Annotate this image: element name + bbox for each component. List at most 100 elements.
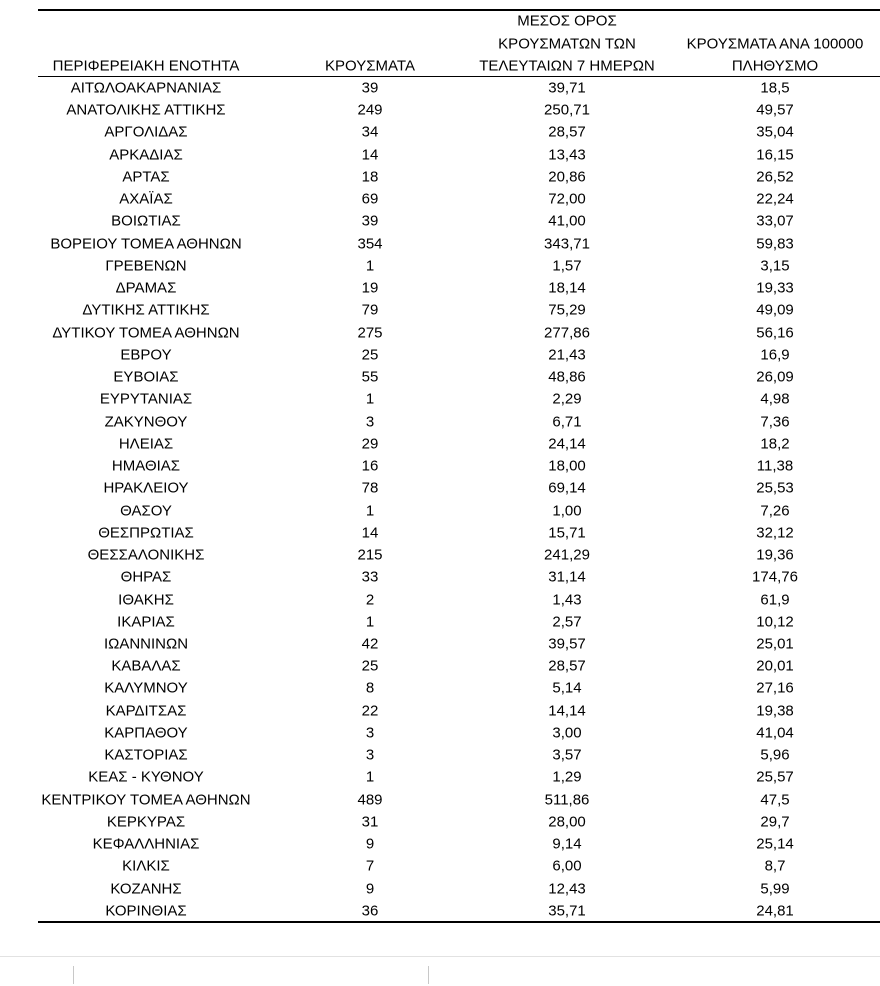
- value-cell: 25,53: [756, 479, 794, 497]
- header-cell: ΤΕΛΕΥΤΑΙΩΝ 7 ΗΜΕΡΩΝ: [479, 57, 655, 75]
- value-cell: 9: [365, 880, 375, 898]
- value-cell: 20,01: [756, 657, 794, 675]
- value-cell: 24,81: [756, 902, 794, 920]
- value-cell: 47,5: [760, 791, 790, 809]
- value-cell: 215: [357, 546, 383, 564]
- header-cell: ΠΛΗΘΥΣΜΟ: [731, 57, 819, 75]
- value-cell: 19,38: [756, 702, 794, 720]
- header-cell: ΜΕΣΟΣ ΟΡΟΣ: [517, 12, 617, 30]
- region-cell: ΙΚΑΡΙΑΣ: [117, 613, 175, 631]
- value-cell: 25: [361, 657, 379, 675]
- value-cell: 1: [365, 613, 375, 631]
- value-cell: 16,15: [756, 146, 794, 164]
- header-cell: ΚΡΟΥΣΜΑΤΩΝ ΤΩΝ: [498, 35, 636, 53]
- value-cell: 21,43: [548, 346, 586, 364]
- value-cell: 1,00: [552, 502, 582, 520]
- value-cell: 56,16: [756, 324, 794, 342]
- value-cell: 1,43: [552, 591, 582, 609]
- value-cell: 48,86: [548, 368, 586, 386]
- value-cell: 16: [361, 457, 379, 475]
- region-cell: ΒΟΙΩΤΙΑΣ: [111, 212, 181, 230]
- value-cell: 72,00: [548, 190, 586, 208]
- value-cell: 13,43: [548, 146, 586, 164]
- region-cell: ΕΥΡΥΤΑΝΙΑΣ: [99, 390, 193, 408]
- value-cell: 2,29: [552, 390, 582, 408]
- value-cell: 3: [365, 746, 375, 764]
- value-cell: 39: [361, 79, 379, 97]
- value-cell: 5,99: [760, 880, 790, 898]
- value-cell: 29: [361, 435, 379, 453]
- value-cell: 34: [361, 123, 379, 141]
- value-cell: 1: [365, 257, 375, 275]
- value-cell: 6,00: [552, 857, 582, 875]
- value-cell: 7: [365, 857, 375, 875]
- value-cell: 14: [361, 146, 379, 164]
- value-cell: 22: [361, 702, 379, 720]
- region-cell: ΑΙΤΩΛΟΑΚΑΡΝΑΝΙΑΣ: [70, 79, 222, 97]
- value-cell: 28,57: [548, 123, 586, 141]
- value-cell: 49,09: [756, 301, 794, 319]
- value-cell: 354: [357, 235, 383, 253]
- value-cell: 3,57: [552, 746, 582, 764]
- value-cell: 79: [361, 301, 379, 319]
- value-cell: 27,16: [756, 679, 794, 697]
- region-cell: ΙΩΑΝΝΙΝΩΝ: [103, 635, 189, 653]
- value-cell: 25: [361, 346, 379, 364]
- value-cell: 174,76: [752, 568, 798, 586]
- region-cell: ΑΡΤΑΣ: [122, 168, 170, 186]
- header-cell: ΚΡΟΥΣΜΑΤΑ: [325, 57, 415, 75]
- value-cell: 24,14: [548, 435, 586, 453]
- value-cell: 12,43: [548, 880, 586, 898]
- value-cell: 28,57: [548, 657, 586, 675]
- value-cell: 41,00: [548, 212, 586, 230]
- value-cell: 249: [357, 101, 383, 119]
- value-cell: 1,29: [552, 768, 582, 786]
- value-cell: 10,12: [756, 613, 794, 631]
- region-cell: ΗΛΕΙΑΣ: [118, 435, 174, 453]
- region-cell: ΔΥΤΙΚΟΥ ΤΟΜΕΑ ΑΘΗΝΩΝ: [52, 324, 240, 342]
- value-cell: 9: [365, 835, 375, 853]
- value-cell: 3: [365, 724, 375, 742]
- value-cell: 55: [361, 368, 379, 386]
- region-cell: ΓΡΕΒΕΝΩΝ: [105, 257, 187, 275]
- value-cell: 19,33: [756, 279, 794, 297]
- region-cell: ΘΕΣΠΡΩΤΙΑΣ: [98, 524, 194, 542]
- value-cell: 35,71: [548, 902, 586, 920]
- region-cell: ΑΝΑΤΟΛΙΚΗΣ ΑΤΤΙΚΗΣ: [66, 101, 226, 119]
- region-cell: ΕΒΡΟΥ: [120, 346, 172, 364]
- value-cell: 5,96: [760, 746, 790, 764]
- value-cell: 26,09: [756, 368, 794, 386]
- value-cell: 2: [365, 591, 375, 609]
- region-cell: ΗΜΑΘΙΑΣ: [111, 457, 181, 475]
- value-cell: 1: [365, 768, 375, 786]
- value-cell: 277,86: [544, 324, 590, 342]
- value-cell: 3: [365, 413, 375, 431]
- value-cell: 241,29: [544, 546, 590, 564]
- value-cell: 26,52: [756, 168, 794, 186]
- value-cell: 7,36: [760, 413, 790, 431]
- value-cell: 18,5: [760, 79, 790, 97]
- value-cell: 15,71: [548, 524, 586, 542]
- region-cell: ΚΑΣΤΟΡΙΑΣ: [104, 746, 188, 764]
- value-cell: 11,38: [756, 457, 794, 475]
- value-cell: 16,9: [760, 346, 790, 364]
- region-cell: ΚΕΡΚΥΡΑΣ: [106, 813, 186, 831]
- value-cell: 31,14: [548, 568, 586, 586]
- value-cell: 22,24: [756, 190, 794, 208]
- region-cell: ΘΗΡΑΣ: [120, 568, 172, 586]
- value-cell: 18,2: [760, 435, 790, 453]
- value-cell: 343,71: [544, 235, 590, 253]
- top-rule: [38, 9, 880, 11]
- region-cell: ΔΡΑΜΑΣ: [115, 279, 177, 297]
- value-cell: 29,7: [760, 813, 790, 831]
- header-cell: ΚΡΟΥΣΜΑΤΑ ΑΝΑ 100000: [686, 35, 864, 53]
- region-cell: ΚΑΡΠΑΘΟΥ: [104, 724, 188, 742]
- value-cell: 28,00: [548, 813, 586, 831]
- region-cell: ΚΕΦΑΛΛΗΝΙΑΣ: [92, 835, 200, 853]
- value-cell: 78: [361, 479, 379, 497]
- region-cell: ΙΘΑΚΗΣ: [118, 591, 174, 609]
- value-cell: 39,71: [548, 79, 586, 97]
- value-cell: 33,07: [756, 212, 794, 230]
- value-cell: 39,57: [548, 635, 586, 653]
